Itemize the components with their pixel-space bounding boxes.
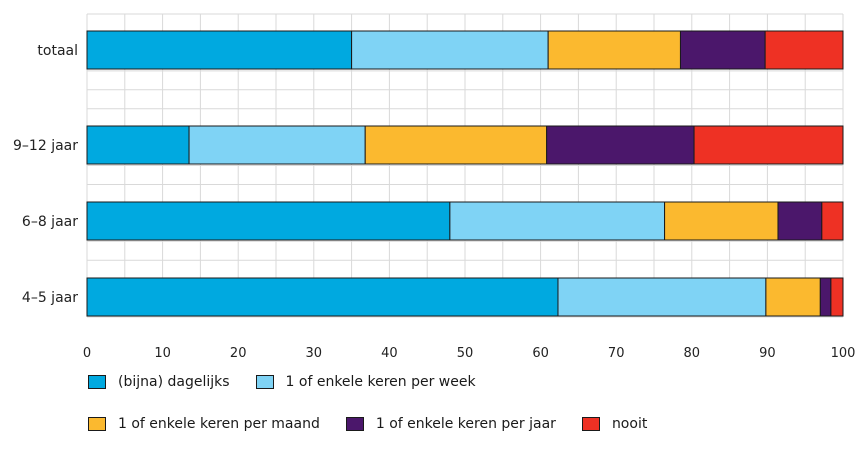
legend-swatch — [88, 417, 106, 431]
bars — [86, 30, 844, 317]
bar-segment — [547, 30, 681, 70]
x-tick-label: 0 — [83, 346, 91, 361]
x-tick-label: 30 — [306, 346, 323, 361]
legend-item-per-jaar: 1 of enkele keren per jaar — [345, 416, 556, 432]
bar-segment — [546, 125, 695, 165]
legend-label: nooit — [611, 416, 648, 432]
legend-row-1: (bijna) dagelijks 1 of enkele keren per … — [88, 372, 848, 392]
bar-segment — [86, 30, 353, 70]
x-tick-label: 100 — [831, 346, 856, 361]
bar-segment — [188, 125, 366, 165]
legend-label: (bijna) dagelijks — [118, 374, 230, 390]
legend-swatch — [88, 375, 106, 389]
category-label: totaal — [37, 43, 78, 59]
bar-segment — [449, 201, 666, 241]
bar-segment — [821, 201, 844, 241]
category-labels: totaal 9–12 jaar 6–8 jaar 4–5 jaar — [13, 43, 78, 306]
x-tick-label: 80 — [684, 346, 701, 361]
x-tick-label: 10 — [154, 346, 171, 361]
bar-segment — [86, 125, 190, 165]
legend-swatch — [255, 375, 274, 389]
bar-segment — [693, 125, 844, 165]
legend-label: 1 of enkele keren per maand — [118, 416, 320, 432]
category-label: 4–5 jaar — [22, 290, 78, 306]
legend-item-per-week: 1 of enkele keren per week — [255, 374, 476, 390]
bar-segment — [86, 277, 559, 317]
bar-segment — [765, 277, 821, 317]
bar-segment — [819, 277, 832, 317]
bar-segment — [764, 30, 844, 70]
bar-segment — [664, 201, 779, 241]
bar-segment — [86, 201, 451, 241]
x-axis-ticks: 0 10 20 30 40 50 60 70 80 90 100 — [83, 346, 856, 361]
legend-row-2: 1 of enkele keren per maand 1 of enkele … — [88, 414, 848, 434]
bar-segment — [830, 277, 844, 317]
bar-segment — [364, 125, 548, 165]
x-tick-label: 90 — [759, 346, 776, 361]
legend-item-per-maand: 1 of enkele keren per maand — [88, 416, 320, 432]
bar-segment — [777, 201, 823, 241]
legend-item-dagelijks: (bijna) dagelijks — [88, 374, 230, 390]
bar-segment — [557, 277, 767, 317]
legend-swatch — [581, 417, 600, 431]
x-tick-label: 20 — [230, 346, 247, 361]
legend-label: 1 of enkele keren per week — [285, 374, 476, 390]
legend-swatch — [345, 417, 364, 431]
bar-segment — [679, 30, 766, 70]
x-tick-label: 70 — [608, 346, 625, 361]
category-label: 9–12 jaar — [13, 138, 78, 154]
x-tick-label: 50 — [457, 346, 474, 361]
x-tick-label: 60 — [532, 346, 549, 361]
stacked-bar-chart: 0 10 20 30 40 50 60 70 80 90 100 totaal 9–12 jaar 6–… — [13, 13, 856, 361]
legend-label: 1 of enkele keren per jaar — [375, 416, 556, 432]
legend: (bijna) dagelijks 1 of enkele keren per … — [88, 372, 848, 456]
legend-item-nooit: nooit — [581, 416, 648, 432]
x-tick-label: 40 — [381, 346, 398, 361]
bar-segment — [351, 30, 549, 70]
category-label: 6–8 jaar — [22, 214, 78, 230]
